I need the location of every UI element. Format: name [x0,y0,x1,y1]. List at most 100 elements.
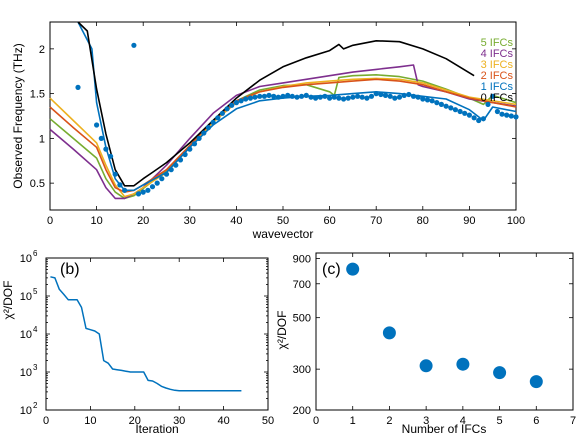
panel-a-data-point [252,94,258,100]
panel-a-xtick-label: 100 [507,215,525,227]
panel-b-xtick-label: 40 [217,415,229,427]
panel-a-data-point [350,94,356,100]
panel-a-data-point [513,114,519,120]
panel-c-xtick-label: 6 [533,415,539,427]
panel-b-ytick-label: 10 [20,253,32,265]
panel-c-data-point [456,357,470,371]
panel-a-legend-entry: 4 IFCs [481,48,514,60]
panel-a-data-point [485,101,491,107]
panel-a-data-point [131,42,137,48]
panel-a-data-point [135,191,142,197]
panel-a-legend-entry: 1 IFCs [481,81,514,93]
panel-c-ytick-label: 500 [293,313,311,325]
panel-a-data-point [471,115,477,121]
panel-a-data-point [466,112,472,118]
panel-a-data-point [373,91,379,97]
panel-a-data-point [122,187,128,193]
panel-b-axes-frame [45,257,269,411]
panel-b-xtick-label: 30 [173,415,185,427]
panel-c-xtick-label: 4 [460,415,466,427]
panel-a-data-point [387,93,393,99]
panel-b-label: (b) [60,261,80,278]
panel-a-data-point [494,108,500,115]
panel-c-axes-frame [315,252,574,411]
panel-a-data-point [94,122,100,128]
panel-c-ylabel: χ²/DOF [275,311,289,350]
panel-b-ytick-label: 10 [20,291,32,303]
panel-a-data-point [406,91,412,98]
panel-a-data-point [140,189,146,195]
panel-a-data-point [294,94,300,100]
panel-b-xtick-label: 20 [129,415,141,427]
panel-a-data-point [257,93,263,99]
panel-a-data-point [480,116,486,122]
panel-c-chart: 0 1 2 3 4 5 6 7 200 300 500 700 900 (c) Number of IF… [275,252,576,436]
panel-c-data-point [529,375,543,389]
panel-c-ytick-label: 300 [293,364,311,376]
panel-a-data-point [331,94,337,100]
panel-b-xtick-label: 50 [262,415,274,427]
panel-a-data-point [224,106,230,112]
panel-a-data-point [145,187,151,193]
panel-c-xlabel: Number of IFCs [402,422,487,436]
panel-c-data-point [419,359,433,373]
panel-b-ytick-exponent: 3 [33,363,38,372]
panel-a-data-point [219,110,225,116]
panel-a-data-point [238,98,244,104]
panel-a-xtick-label: 90 [463,215,475,227]
panel-a-data-point [490,93,496,99]
panel-a-data-point [275,94,281,100]
panel-a-data-point [317,94,323,100]
panel-a-series-line [49,74,517,200]
panel-a-data-point [382,92,389,98]
panel-c-xtick-label: 7 [570,415,576,427]
panel-b-ytick-exponent: 6 [33,249,38,258]
panel-a-data-point [308,94,314,100]
panel-a-data-point [168,167,174,173]
panel-a-data-point [205,125,211,131]
panel-a-ylabel: Observed Frequency (THz) [11,43,25,188]
panel-a-xtick-label: 50 [277,215,289,227]
panel-b-ytick-exponent: 2 [33,401,38,410]
panel-a-data-point [201,130,207,136]
panel-a-data-point [154,180,160,186]
panel-a-axes-frame [49,21,517,211]
panel-b-xlabel: Iteration [135,422,178,436]
panel-b-ytick-exponent: 4 [33,325,38,334]
panel-c-data-point [346,262,360,276]
panel-a-data-point [508,113,514,119]
panel-c-ytick-label: 700 [293,279,311,291]
panel-a-data-point [452,107,458,113]
panel-a-series-line [49,64,517,200]
panel-a-legend-entry: 5 IFCs [481,37,514,49]
panel-a-data-point [504,112,510,118]
panel-a-data-point [215,115,221,121]
panel-a-data-point [191,141,198,147]
panel-a-data-point [392,95,398,101]
panel-a-data-point [410,93,417,99]
panel-a-data-point [368,93,375,99]
panel-a-legend-entry: 0 IFCs [481,92,514,104]
panel-c-xtick-label: 0 [313,415,319,427]
panel-a-xtick-label: 70 [370,215,382,227]
panel-a-data-point [271,93,277,99]
panel-a-data-point [336,95,342,101]
panel-a-data-point [476,117,482,124]
panel-a-ytick-label: 1 [39,133,45,145]
panel-c-ytick-label: 900 [293,253,311,265]
panel-a-data-point [266,92,272,98]
panel-a-data-point [420,96,426,102]
panel-b-ylabel: χ²/DOF [1,281,15,320]
panel-a-xtick-label: 30 [184,215,196,227]
panel-a-data-point [378,91,384,98]
panel-a-data-point [438,101,444,107]
panel-a-xtick-label: 10 [90,215,102,227]
panel-a-data-point [112,171,118,177]
panel-c-xtick-label: 5 [497,415,503,427]
panel-a-data-point [247,95,253,101]
panel-a-data-point [149,184,156,190]
panel-a-xlabel: wavevector [252,227,314,241]
panel-a-data-point [364,95,370,101]
panel-a-data-point [434,100,440,106]
